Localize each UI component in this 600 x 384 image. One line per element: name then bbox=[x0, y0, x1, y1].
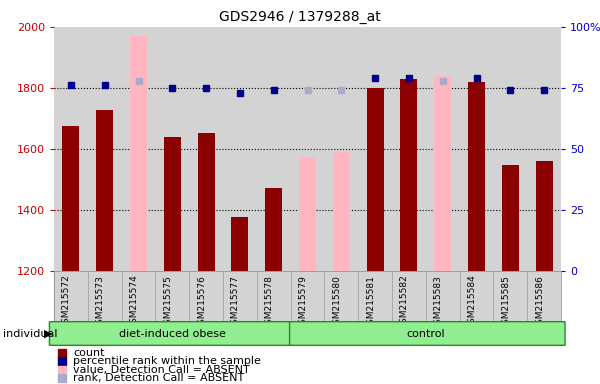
Text: GSM215581: GSM215581 bbox=[366, 275, 375, 329]
Text: GSM215572: GSM215572 bbox=[62, 275, 71, 329]
Text: individual: individual bbox=[3, 328, 58, 339]
Bar bbox=[164, 137, 181, 271]
Text: diet-induced obese: diet-induced obese bbox=[119, 328, 226, 339]
Text: percentile rank within the sample: percentile rank within the sample bbox=[73, 356, 261, 366]
Text: GSM215583: GSM215583 bbox=[434, 275, 443, 329]
Bar bbox=[96, 110, 113, 271]
Text: GSM215573: GSM215573 bbox=[96, 275, 105, 329]
Text: count: count bbox=[73, 348, 105, 358]
FancyBboxPatch shape bbox=[49, 322, 292, 345]
Bar bbox=[468, 82, 485, 271]
Text: GSM215585: GSM215585 bbox=[502, 275, 510, 329]
Bar bbox=[434, 76, 451, 271]
Bar bbox=[333, 152, 350, 271]
Bar bbox=[62, 126, 79, 271]
Text: control: control bbox=[406, 328, 445, 339]
Text: ▶: ▶ bbox=[44, 328, 53, 339]
Text: GSM215576: GSM215576 bbox=[197, 275, 206, 329]
Bar bbox=[130, 36, 147, 271]
Text: GSM215577: GSM215577 bbox=[231, 275, 240, 329]
Bar bbox=[502, 165, 519, 271]
Text: GDS2946 / 1379288_at: GDS2946 / 1379288_at bbox=[219, 10, 381, 23]
Text: GSM215574: GSM215574 bbox=[130, 275, 139, 329]
Text: GSM215584: GSM215584 bbox=[467, 275, 476, 329]
Bar bbox=[299, 157, 316, 271]
Text: GSM215578: GSM215578 bbox=[265, 275, 274, 329]
Bar bbox=[367, 88, 383, 271]
Text: GSM215586: GSM215586 bbox=[535, 275, 544, 329]
Bar bbox=[536, 161, 553, 271]
Bar bbox=[232, 217, 248, 271]
Text: rank, Detection Call = ABSENT: rank, Detection Call = ABSENT bbox=[73, 373, 245, 383]
Text: GSM215575: GSM215575 bbox=[163, 275, 172, 329]
Bar bbox=[400, 79, 418, 271]
Text: value, Detection Call = ABSENT: value, Detection Call = ABSENT bbox=[73, 365, 250, 375]
Text: GSM215580: GSM215580 bbox=[332, 275, 341, 329]
Text: GSM215579: GSM215579 bbox=[299, 275, 308, 329]
Bar bbox=[197, 133, 215, 271]
Text: GSM215582: GSM215582 bbox=[400, 275, 409, 329]
FancyBboxPatch shape bbox=[290, 322, 565, 345]
Bar bbox=[265, 188, 282, 271]
